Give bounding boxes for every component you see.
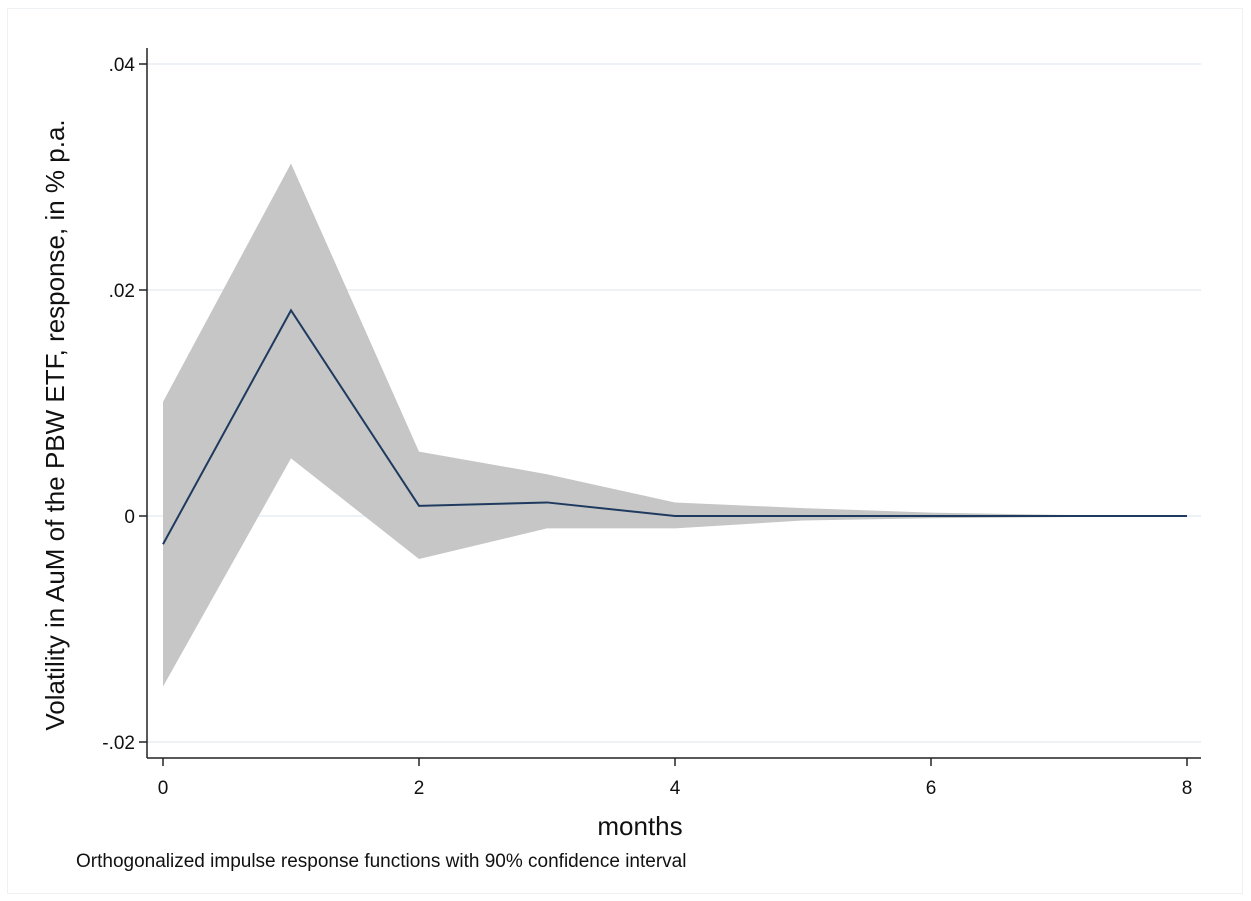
chart-note: Orthogonalized impulse response function… <box>76 851 686 872</box>
x-tick-label: 8 <box>1182 778 1193 799</box>
y-tick-label: 0 <box>124 507 135 528</box>
y-tick-label: -.02 <box>102 733 135 754</box>
confidence-band <box>163 163 1187 687</box>
x-ticks: 0 2 4 6 8 <box>158 758 1193 799</box>
x-tick-label: 4 <box>670 778 681 799</box>
y-tick-label: .02 <box>109 281 135 302</box>
axes <box>146 48 1201 759</box>
y-axis-title: Volatility in AuM of the PBW ETF, respon… <box>40 119 70 730</box>
x-axis-title: months <box>597 811 682 841</box>
impulse-response-line <box>162 308 1187 545</box>
x-tick-label: 6 <box>926 778 937 799</box>
y-tick-label: .04 <box>109 55 136 76</box>
x-tick-label: 2 <box>414 778 425 799</box>
y-ticks: -.02 0 .02 .04 <box>102 55 147 754</box>
x-tick-label: 0 <box>158 778 169 799</box>
